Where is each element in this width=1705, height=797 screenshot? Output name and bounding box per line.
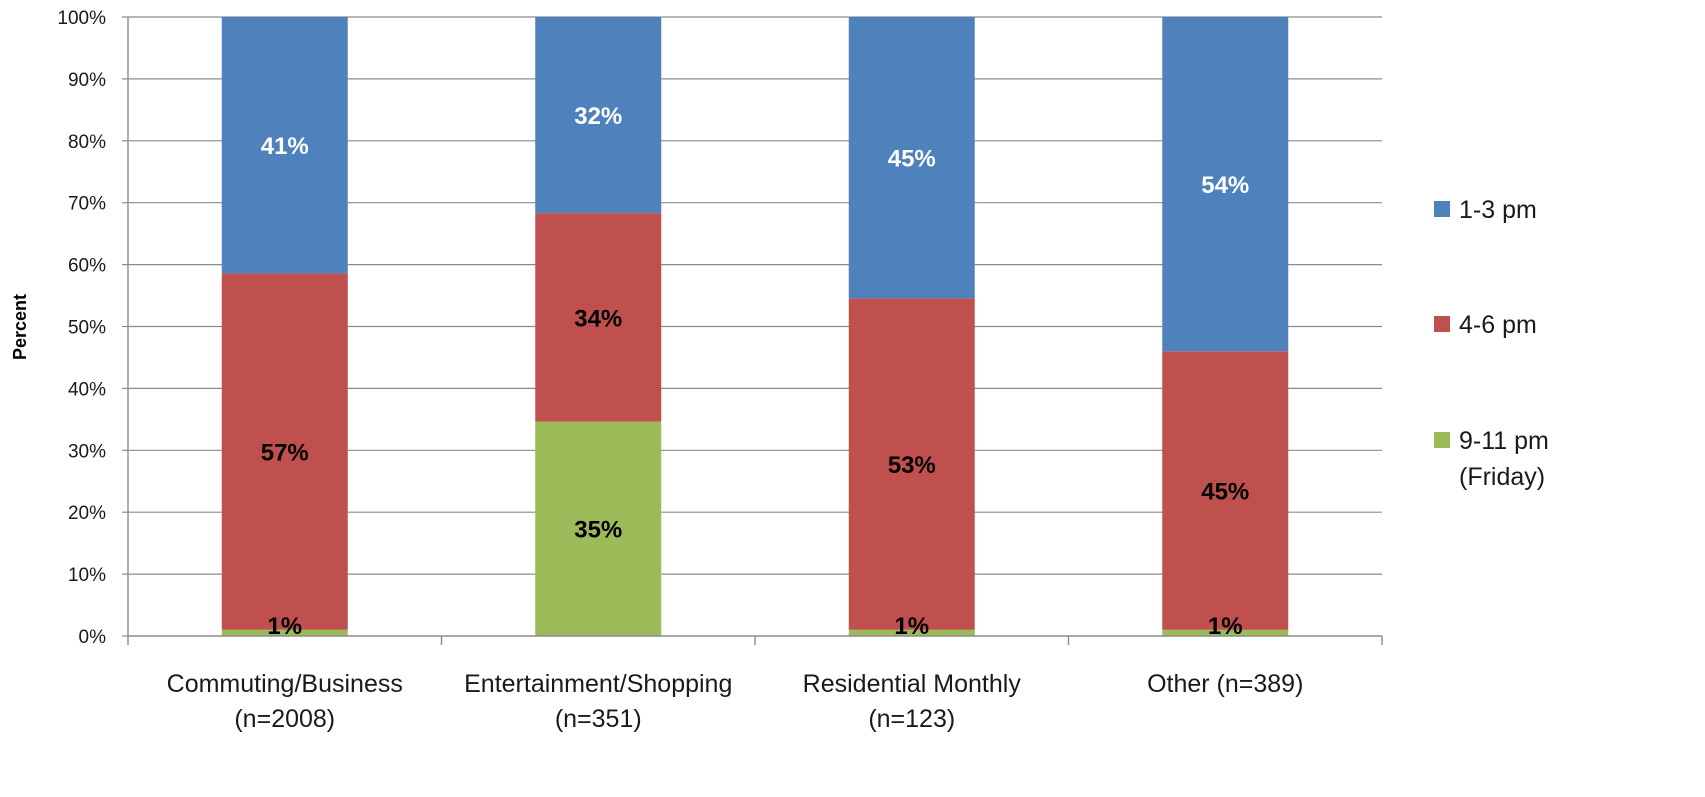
bar-segment bbox=[535, 213, 662, 422]
y-tick-label: 60% bbox=[68, 256, 106, 277]
bar-segment bbox=[848, 298, 975, 630]
data-label: 54% bbox=[1201, 172, 1249, 199]
y-tick-label: 90% bbox=[68, 70, 106, 91]
data-label: 34% bbox=[574, 305, 622, 332]
data-labels: 1% 57% 41% 35% 34% 32% 1% 53% 45% 1% 45% 54% bbox=[261, 103, 1250, 640]
data-label: 1% bbox=[894, 613, 929, 640]
data-label: 53% bbox=[888, 452, 936, 479]
data-label: 57% bbox=[261, 440, 309, 467]
axes bbox=[127, 17, 1383, 645]
y-tick-label: 100% bbox=[57, 8, 106, 29]
y-tick-label: 50% bbox=[68, 318, 106, 339]
bar-segment bbox=[535, 17, 662, 214]
bar-segment bbox=[221, 629, 348, 636]
x-axis-categories: Commuting/Business (n=2008) Entertainment/… bbox=[167, 670, 1304, 733]
bar-segment bbox=[1162, 17, 1289, 352]
data-label: 1% bbox=[267, 613, 302, 640]
bar-segment bbox=[1162, 629, 1289, 636]
y-axis-ticks: 0% 10% 20% 30% 40% 50% 60% 70% 80% 90% 100% bbox=[57, 8, 128, 648]
y-tick-label: 20% bbox=[68, 503, 106, 524]
y-tick-label: 10% bbox=[68, 565, 106, 586]
bar-segment bbox=[848, 17, 975, 299]
x-category-label: Entertainment/Shopping (n=351) bbox=[464, 670, 732, 733]
bar-segment bbox=[848, 629, 975, 636]
y-axis-label: Percent bbox=[10, 294, 30, 360]
legend-entry: 9-11 pm (Friday) bbox=[1459, 427, 1549, 491]
data-label: 1% bbox=[1208, 613, 1243, 640]
y-tick-label: 0% bbox=[79, 627, 107, 648]
y-tick-label: 30% bbox=[68, 441, 106, 462]
legend-swatch bbox=[1434, 316, 1450, 332]
legend-swatch bbox=[1434, 201, 1450, 217]
legend-entry: 1-3 pm bbox=[1459, 196, 1537, 224]
bar-segment bbox=[221, 17, 348, 274]
legend-swatch bbox=[1434, 432, 1450, 448]
y-tick-label: 80% bbox=[68, 132, 106, 153]
y-tick-label: 40% bbox=[68, 379, 106, 400]
x-category-label: Other (n=389) bbox=[1147, 670, 1303, 698]
x-category-label: Residential Monthly (n=123) bbox=[803, 670, 1022, 733]
data-label: 45% bbox=[1201, 479, 1249, 506]
legend: 1-3 pm 4-6 pm 9-11 pm (Friday) bbox=[1434, 196, 1549, 491]
y-tick-label: 70% bbox=[68, 194, 106, 215]
data-label: 45% bbox=[888, 146, 936, 173]
legend-entry: 4-6 pm bbox=[1459, 311, 1537, 339]
data-label: 35% bbox=[574, 517, 622, 544]
bar-segment bbox=[535, 421, 662, 636]
data-label: 41% bbox=[261, 133, 309, 160]
x-category-label: Commuting/Business (n=2008) bbox=[167, 670, 403, 733]
bars bbox=[221, 17, 1289, 636]
bar-segment bbox=[1162, 351, 1289, 630]
bar-segment bbox=[221, 273, 348, 630]
data-label: 32% bbox=[574, 103, 622, 130]
